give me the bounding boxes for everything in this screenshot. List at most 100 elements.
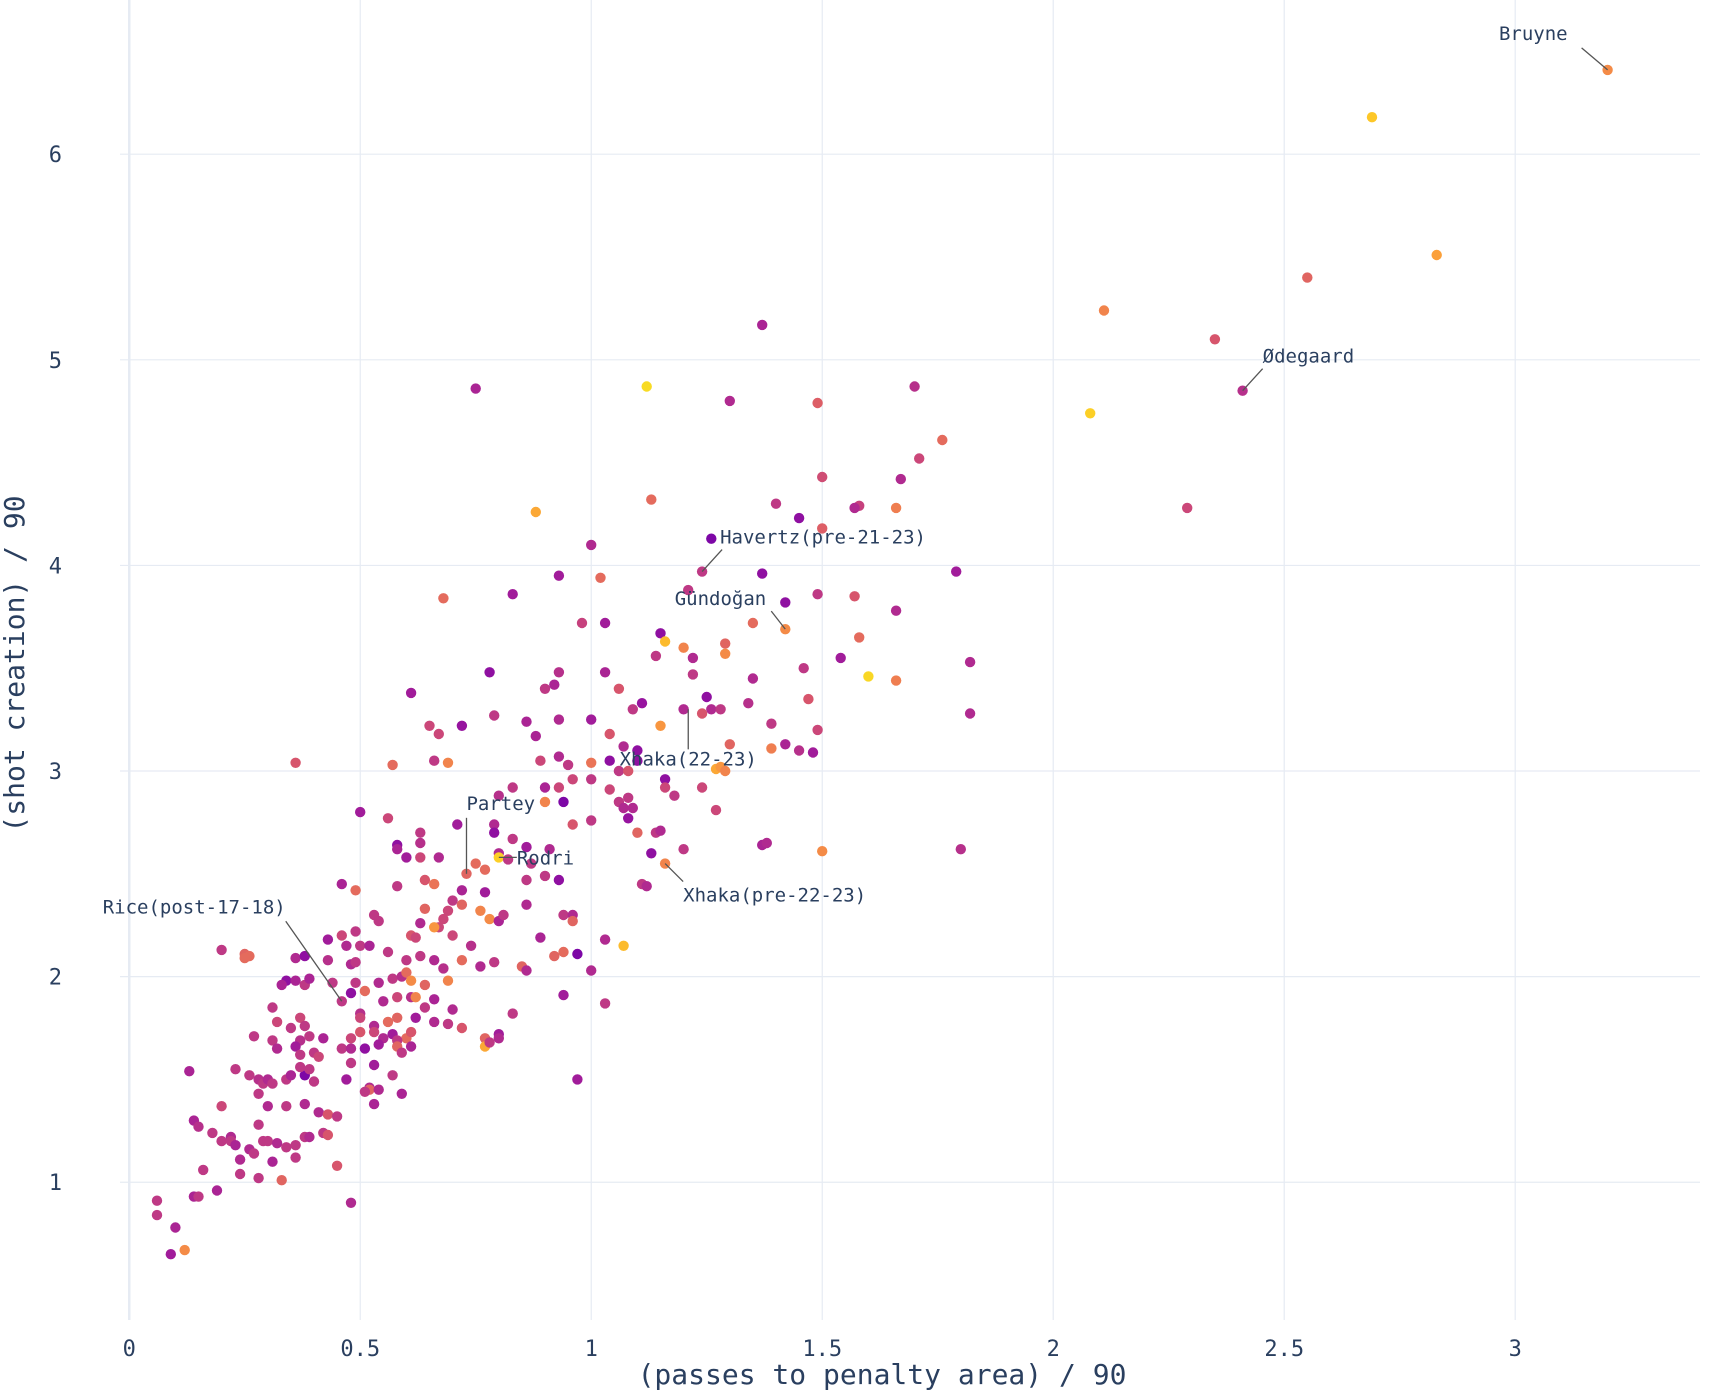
data-point[interactable]	[295, 1012, 306, 1023]
data-point[interactable]	[669, 790, 680, 801]
data-point[interactable]	[863, 671, 874, 682]
data-point[interactable]	[336, 1043, 347, 1054]
data-point[interactable]	[599, 667, 611, 678]
data-point[interactable]	[350, 957, 361, 968]
data-point[interactable]	[1085, 408, 1096, 419]
data-point[interactable]	[766, 718, 777, 729]
data-point[interactable]	[207, 1127, 218, 1139]
data-point[interactable]	[456, 1022, 468, 1034]
data-point[interactable]	[849, 591, 860, 602]
data-point[interactable]	[299, 1020, 310, 1032]
data-point[interactable]	[170, 1222, 181, 1233]
data-point[interactable]	[318, 1033, 329, 1044]
data-point[interactable]	[558, 796, 569, 808]
data-point[interactable]	[387, 1070, 398, 1081]
data-point[interactable]	[484, 913, 495, 925]
data-point[interactable]	[267, 1156, 278, 1167]
data-point[interactable]	[322, 955, 334, 966]
data-point[interactable]	[567, 915, 578, 927]
data-point[interactable]	[636, 698, 648, 709]
data-point[interactable]	[803, 693, 814, 705]
data-point[interactable]	[678, 642, 689, 653]
data-point[interactable]	[216, 944, 227, 956]
data-point[interactable]	[895, 473, 906, 485]
data-point[interactable]	[757, 568, 768, 579]
data-point[interactable]	[438, 913, 449, 925]
data-point[interactable]	[535, 755, 546, 766]
data-point[interactable]	[429, 755, 440, 766]
data-point[interactable]	[567, 819, 578, 830]
data-point[interactable]	[489, 957, 500, 968]
data-point[interactable]	[553, 751, 565, 762]
data-point[interactable]	[419, 874, 431, 886]
data-point[interactable]	[530, 506, 541, 518]
data-point[interactable]	[465, 940, 477, 951]
data-point[interactable]	[429, 878, 440, 890]
data-point[interactable]	[429, 955, 440, 966]
data-point[interactable]	[567, 774, 578, 785]
data-point[interactable]	[706, 704, 717, 715]
data-point[interactable]	[442, 1018, 454, 1030]
data-point[interactable]	[687, 669, 699, 680]
data-point[interactable]	[248, 1031, 260, 1042]
data-point[interactable]	[248, 1148, 260, 1159]
data-point[interactable]	[290, 757, 301, 768]
data-point[interactable]	[632, 745, 643, 756]
data-point[interactable]	[572, 1074, 583, 1085]
data-point[interactable]	[507, 782, 518, 793]
data-point[interactable]	[780, 597, 791, 608]
data-point[interactable]	[812, 397, 823, 409]
data-point[interactable]	[507, 833, 518, 845]
data-point[interactable]	[193, 1121, 204, 1132]
data-point[interactable]	[586, 757, 597, 768]
data-point[interactable]	[909, 381, 920, 392]
data-point[interactable]	[230, 1064, 241, 1075]
data-point[interactable]	[322, 934, 334, 945]
data-point[interactable]	[1182, 502, 1193, 514]
data-point[interactable]	[701, 691, 712, 703]
data-point[interactable]	[502, 854, 514, 865]
data-point[interactable]	[415, 827, 426, 838]
data-point[interactable]	[396, 1088, 407, 1100]
data-point[interactable]	[290, 1152, 301, 1163]
data-point[interactable]	[290, 952, 301, 964]
data-point[interactable]	[456, 899, 468, 910]
data-point[interactable]	[290, 1041, 301, 1052]
data-point[interactable]	[271, 1043, 283, 1054]
data-point[interactable]	[586, 774, 597, 785]
data-point[interactable]	[313, 1051, 324, 1063]
data-point[interactable]	[955, 844, 966, 855]
data-point[interactable]	[401, 852, 412, 863]
data-point[interactable]	[373, 977, 384, 988]
data-point[interactable]	[493, 1033, 504, 1044]
data-point[interactable]	[544, 844, 555, 855]
data-point[interactable]	[429, 994, 440, 1005]
data-point[interactable]	[341, 1074, 352, 1085]
data-point[interactable]	[683, 584, 694, 596]
data-point[interactable]	[479, 887, 491, 898]
data-point[interactable]	[211, 1185, 223, 1196]
data-point[interactable]	[526, 858, 537, 869]
data-point[interactable]	[382, 946, 394, 958]
data-point[interactable]	[780, 739, 791, 750]
data-point[interactable]	[618, 741, 629, 752]
data-point[interactable]	[368, 1098, 380, 1110]
data-point[interactable]	[553, 667, 565, 678]
data-point[interactable]	[359, 1043, 371, 1054]
data-point[interactable]	[655, 720, 666, 731]
data-point[interactable]	[355, 1012, 366, 1023]
data-point[interactable]	[623, 813, 634, 824]
data-point[interactable]	[521, 874, 532, 886]
data-point[interactable]	[322, 1109, 334, 1120]
data-point[interactable]	[392, 844, 403, 855]
data-point[interactable]	[355, 1026, 366, 1038]
data-point[interactable]	[475, 961, 486, 972]
data-point[interactable]	[345, 987, 357, 999]
data-point[interactable]	[817, 846, 828, 857]
data-point[interactable]	[193, 1191, 204, 1202]
data-point[interactable]	[151, 1195, 163, 1206]
data-point[interactable]	[849, 502, 860, 514]
data-point[interactable]	[419, 1002, 431, 1013]
data-point[interactable]	[627, 704, 638, 715]
data-point[interactable]	[419, 979, 431, 991]
